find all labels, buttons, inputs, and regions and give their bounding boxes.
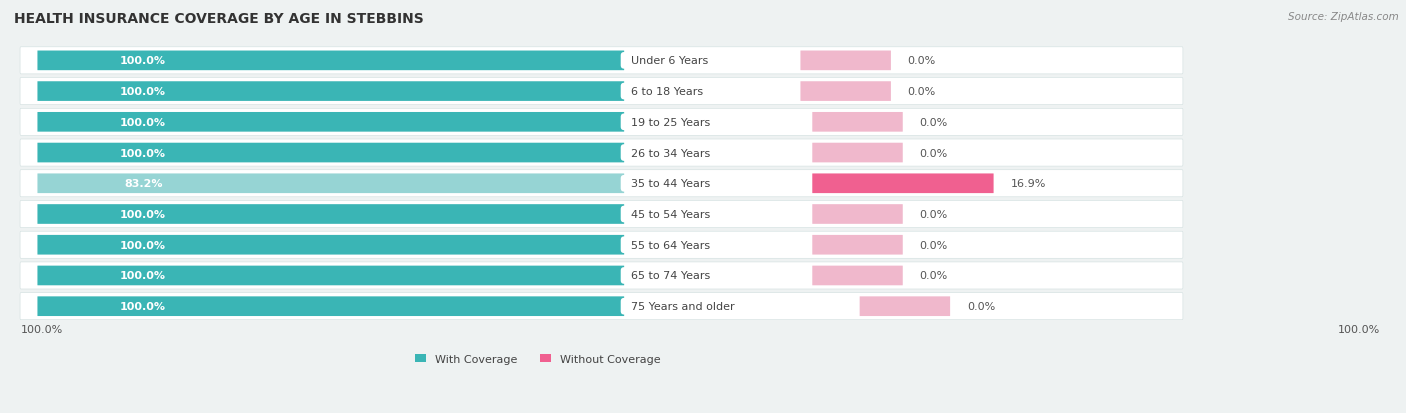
Text: 100.0%: 100.0% [120, 118, 166, 128]
Text: 100.0%: 100.0% [1337, 325, 1379, 335]
FancyBboxPatch shape [813, 266, 903, 286]
FancyBboxPatch shape [813, 143, 903, 163]
FancyBboxPatch shape [813, 205, 903, 224]
FancyBboxPatch shape [859, 297, 950, 316]
Text: 0.0%: 0.0% [920, 271, 948, 281]
Text: 6 to 18 Years: 6 to 18 Years [624, 87, 710, 97]
Text: 55 to 64 Years: 55 to 64 Years [624, 240, 717, 250]
Text: Source: ZipAtlas.com: Source: ZipAtlas.com [1288, 12, 1399, 22]
FancyBboxPatch shape [38, 174, 624, 194]
Text: 100.0%: 100.0% [120, 301, 166, 311]
Text: Under 6 Years: Under 6 Years [624, 56, 716, 66]
FancyBboxPatch shape [20, 78, 1182, 105]
Text: 0.0%: 0.0% [920, 209, 948, 219]
FancyBboxPatch shape [813, 174, 994, 194]
Text: 100.0%: 100.0% [120, 209, 166, 219]
Text: 0.0%: 0.0% [920, 148, 948, 158]
Text: 100.0%: 100.0% [120, 271, 166, 281]
Text: 100.0%: 100.0% [120, 240, 166, 250]
Legend: With Coverage, Without Coverage: With Coverage, Without Coverage [411, 349, 665, 368]
Text: 35 to 44 Years: 35 to 44 Years [624, 179, 717, 189]
Text: 100.0%: 100.0% [120, 56, 166, 66]
FancyBboxPatch shape [20, 170, 1182, 197]
FancyBboxPatch shape [800, 82, 891, 102]
FancyBboxPatch shape [38, 235, 624, 255]
Text: 16.9%: 16.9% [1011, 179, 1046, 189]
FancyBboxPatch shape [813, 113, 903, 132]
FancyBboxPatch shape [813, 235, 903, 255]
FancyBboxPatch shape [20, 140, 1182, 167]
Text: 45 to 54 Years: 45 to 54 Years [624, 209, 717, 219]
Text: 26 to 34 Years: 26 to 34 Years [624, 148, 717, 158]
FancyBboxPatch shape [20, 232, 1182, 259]
FancyBboxPatch shape [20, 109, 1182, 136]
FancyBboxPatch shape [20, 293, 1182, 320]
Text: 0.0%: 0.0% [908, 56, 936, 66]
Text: 0.0%: 0.0% [908, 87, 936, 97]
Text: 100.0%: 100.0% [120, 148, 166, 158]
FancyBboxPatch shape [38, 205, 624, 224]
Text: 100.0%: 100.0% [21, 325, 63, 335]
FancyBboxPatch shape [38, 113, 624, 132]
FancyBboxPatch shape [800, 51, 891, 71]
FancyBboxPatch shape [20, 201, 1182, 228]
FancyBboxPatch shape [20, 48, 1182, 75]
Text: 0.0%: 0.0% [920, 240, 948, 250]
FancyBboxPatch shape [20, 262, 1182, 289]
Text: 0.0%: 0.0% [967, 301, 995, 311]
FancyBboxPatch shape [38, 297, 624, 316]
Text: 75 Years and older: 75 Years and older [624, 301, 742, 311]
FancyBboxPatch shape [38, 82, 624, 102]
Text: HEALTH INSURANCE COVERAGE BY AGE IN STEBBINS: HEALTH INSURANCE COVERAGE BY AGE IN STEB… [14, 12, 423, 26]
Text: 0.0%: 0.0% [920, 118, 948, 128]
FancyBboxPatch shape [38, 266, 624, 286]
Text: 83.2%: 83.2% [124, 179, 162, 189]
FancyBboxPatch shape [38, 143, 624, 163]
Text: 100.0%: 100.0% [120, 87, 166, 97]
FancyBboxPatch shape [38, 51, 624, 71]
Text: 19 to 25 Years: 19 to 25 Years [624, 118, 717, 128]
Text: 65 to 74 Years: 65 to 74 Years [624, 271, 717, 281]
